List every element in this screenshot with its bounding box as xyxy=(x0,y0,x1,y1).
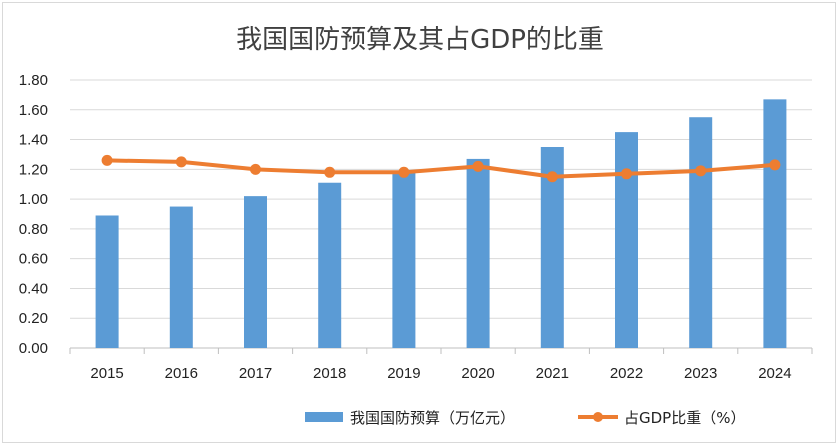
x-tick-label: 2016 xyxy=(165,365,198,382)
legend: 我国国防预算（万亿元） 占GDP比重（%） xyxy=(305,409,745,427)
chart-title: 我国国防预算及其占GDP的比重 xyxy=(236,25,604,55)
x-tick-label: 2024 xyxy=(758,365,791,382)
legend-line-label: 占GDP比重（%） xyxy=(624,409,745,427)
line-point-2020 xyxy=(472,160,484,172)
y-tick-label: 0.20 xyxy=(19,310,48,327)
line-point-2024 xyxy=(769,159,781,171)
bar-2015 xyxy=(95,215,119,348)
x-axis-ticks: 2015 2016 2017 2018 2019 2020 2021 2022 2023 2024 xyxy=(90,365,791,382)
line-point-2018 xyxy=(324,166,336,178)
line-point-2022 xyxy=(621,168,632,180)
y-tick-label: 1.40 xyxy=(19,132,48,149)
y-tick-label: 0.00 xyxy=(19,340,48,357)
x-tick-label: 2017 xyxy=(239,365,272,382)
bar-2016 xyxy=(169,206,193,348)
x-tick-label: 2015 xyxy=(90,365,123,382)
y-tick-label: 0.60 xyxy=(19,251,48,268)
bar-2021 xyxy=(540,147,564,348)
x-tick-label: 2019 xyxy=(387,365,420,382)
line-point-2021 xyxy=(546,171,558,183)
bar-2017 xyxy=(244,196,267,348)
x-tick-label: 2023 xyxy=(684,365,717,382)
bar-2019 xyxy=(392,170,416,348)
y-tick-label: 1.60 xyxy=(19,102,48,119)
line-point-2019 xyxy=(398,166,410,178)
line-series xyxy=(101,154,781,183)
bar-2020 xyxy=(466,158,490,348)
y-tick-label: 0.40 xyxy=(19,280,48,297)
x-tick-label: 2018 xyxy=(313,365,346,382)
x-tick-label: 2020 xyxy=(461,365,494,382)
bar-series xyxy=(95,99,787,348)
bar-2023 xyxy=(689,117,713,348)
line-point-2023 xyxy=(695,165,707,177)
bar-2024 xyxy=(763,99,787,348)
bar-2022 xyxy=(615,132,638,348)
line-point-2015 xyxy=(101,154,113,166)
line-point-2016 xyxy=(175,156,187,168)
legend-bar-swatch xyxy=(305,412,343,422)
y-tick-label: 0.80 xyxy=(19,221,48,238)
legend-line-marker xyxy=(593,412,603,422)
x-tick-label: 2021 xyxy=(536,365,569,382)
line-path xyxy=(107,158,776,179)
bar-2018 xyxy=(318,182,342,348)
y-tick-label: 1.00 xyxy=(19,191,48,208)
legend-bar-label: 我国国防预算（万亿元） xyxy=(350,409,515,427)
y-tick-label: 1.20 xyxy=(19,161,48,178)
y-axis-ticks: 0.00 0.20 0.40 0.60 0.80 1.00 1.20 1.40 1.60 1.80 xyxy=(19,72,48,357)
x-tick-label: 2022 xyxy=(610,365,643,382)
line-point-2017 xyxy=(250,163,261,175)
y-tick-label: 1.80 xyxy=(19,72,48,89)
